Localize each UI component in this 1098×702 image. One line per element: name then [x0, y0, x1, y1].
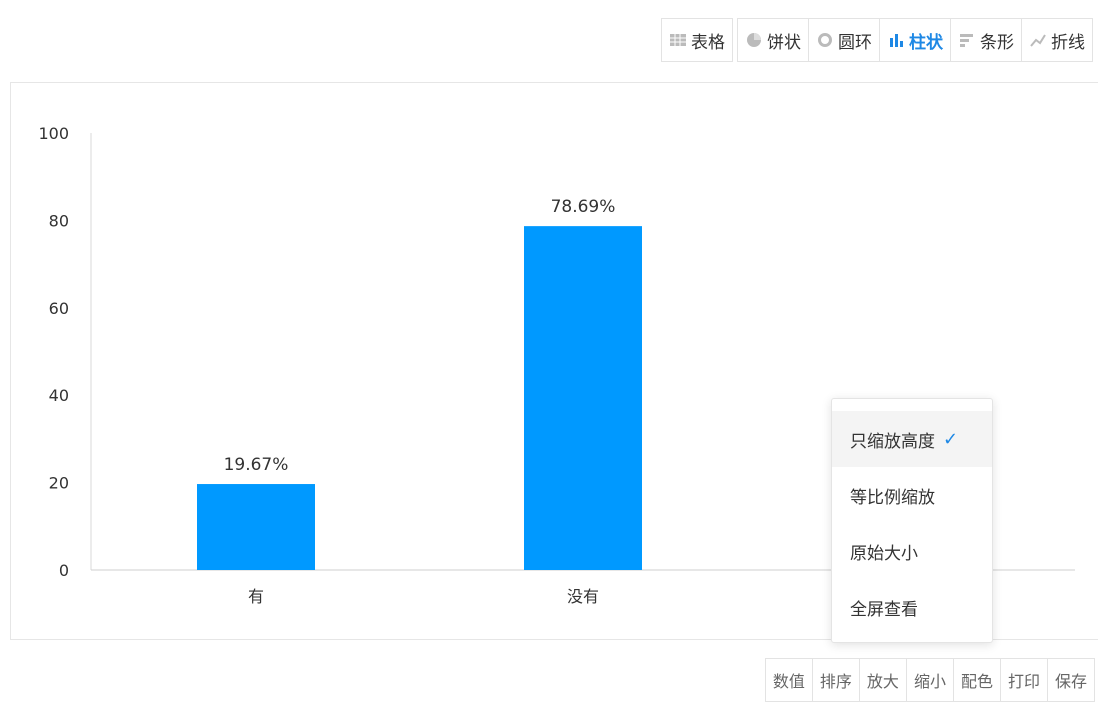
- bar-chart-icon: [958, 31, 976, 49]
- zoom-proportional-option[interactable]: 等比例缩放: [832, 467, 992, 523]
- pie-chart-button[interactable]: 饼状: [737, 18, 809, 62]
- pie-icon: [745, 31, 763, 49]
- sort-button[interactable]: 排序: [811, 658, 860, 702]
- data-label: 19.67%: [224, 455, 289, 475]
- data-label: 78.69%: [551, 197, 616, 217]
- pie-chart-label: 饼状: [767, 32, 801, 53]
- zoom-menu: 只缩放高度 ✓ 等比例缩放 原始大小 全屏查看: [831, 398, 993, 643]
- donut-chart-button[interactable]: 圆环: [808, 18, 880, 62]
- zoom-original-size-option[interactable]: 原始大小: [832, 523, 992, 579]
- column-chart: 0 20 40 60 80 100 19.67% 有 78.69% 没有: [38, 124, 1075, 606]
- y-tick-label: 80: [49, 211, 69, 230]
- table-icon: [669, 31, 687, 49]
- table-view-label: 表格: [691, 32, 725, 53]
- column-chart-icon: [887, 31, 905, 49]
- y-tick-label: 20: [49, 474, 69, 493]
- bar: [197, 484, 315, 570]
- x-tick-label: 有: [248, 587, 264, 606]
- chart-actions-toolbar: 数值 排序 放大 缩小 配色 打印 保存: [764, 658, 1095, 702]
- zoom-fullscreen-option[interactable]: 全屏查看: [832, 579, 992, 635]
- column-chart-button[interactable]: 柱状: [879, 18, 951, 62]
- save-button[interactable]: 保存: [1046, 658, 1095, 702]
- chart-type-toolbar: 表格 饼状 圆环 柱状 条形 折线: [661, 18, 1093, 62]
- line-chart-button[interactable]: 折线: [1021, 18, 1093, 62]
- zoom-proportional-label: 等比例缩放: [850, 487, 935, 508]
- values-button[interactable]: 数值: [764, 658, 813, 702]
- zoom-out-button[interactable]: 缩小: [905, 658, 954, 702]
- y-tick-label: 0: [59, 561, 69, 580]
- table-view-button[interactable]: 表格: [661, 18, 733, 62]
- line-chart-icon: [1029, 31, 1047, 49]
- zoom-height-only-label: 只缩放高度: [850, 431, 935, 452]
- zoom-height-only-option[interactable]: 只缩放高度 ✓: [832, 411, 992, 467]
- print-button[interactable]: 打印: [999, 658, 1048, 702]
- donut-icon: [816, 31, 834, 49]
- y-tick-label: 40: [49, 386, 69, 405]
- column-chart-label: 柱状: [909, 32, 943, 53]
- x-tick-label: 没有: [567, 587, 599, 606]
- line-chart-label: 折线: [1051, 32, 1085, 53]
- y-tick-label: 100: [38, 124, 69, 143]
- zoom-in-button[interactable]: 放大: [858, 658, 907, 702]
- zoom-original-size-label: 原始大小: [850, 543, 918, 564]
- color-scheme-button[interactable]: 配色: [952, 658, 1001, 702]
- zoom-fullscreen-label: 全屏查看: [850, 599, 918, 620]
- bar-chart-label: 条形: [980, 32, 1014, 53]
- donut-chart-label: 圆环: [838, 32, 872, 53]
- check-icon: ✓: [943, 428, 959, 450]
- bar-chart-button[interactable]: 条形: [950, 18, 1022, 62]
- chart-panel: 0 20 40 60 80 100 19.67% 有 78.69% 没有: [10, 82, 1098, 640]
- bar: [524, 226, 642, 570]
- y-tick-label: 60: [49, 299, 69, 318]
